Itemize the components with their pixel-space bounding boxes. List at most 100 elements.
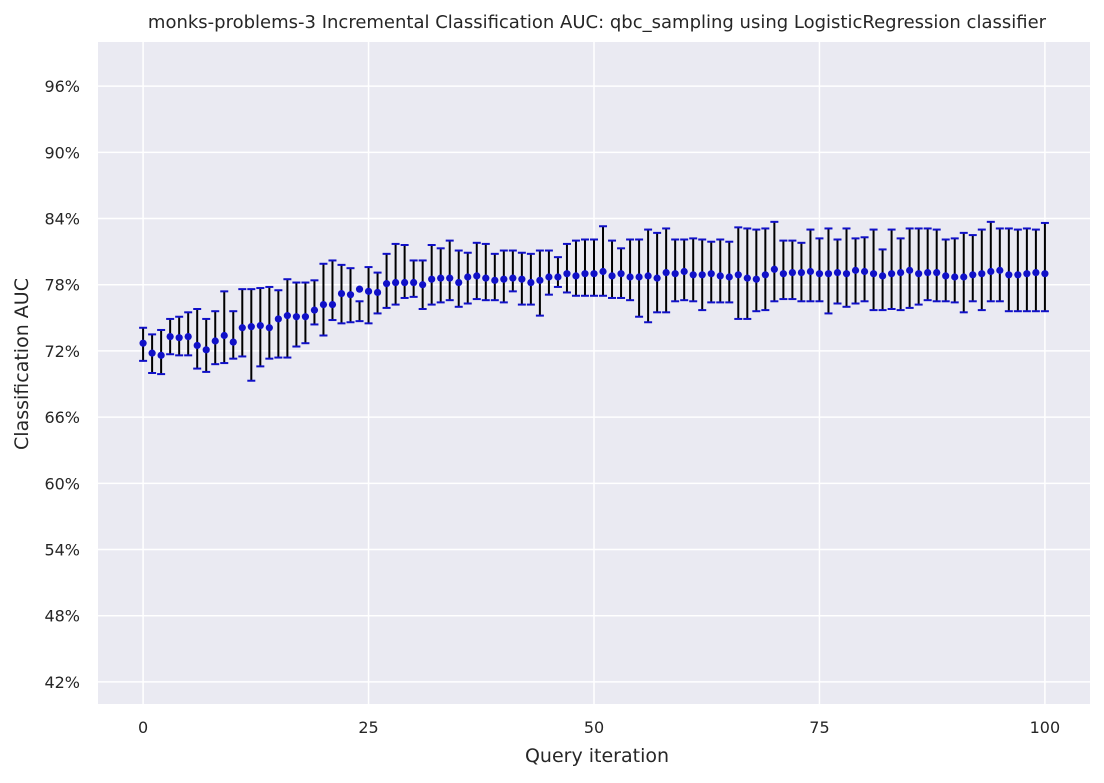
- data-point: [806, 267, 815, 276]
- data-point: [635, 273, 643, 281]
- data-point: [671, 270, 679, 278]
- data-point: [446, 274, 454, 282]
- data-point: [410, 278, 418, 287]
- data-point: [229, 338, 237, 346]
- data-point: [139, 339, 147, 347]
- data-point: [491, 276, 499, 284]
- data-point: [581, 270, 589, 278]
- data-point: [247, 323, 255, 331]
- x-tick-label: 50: [584, 718, 604, 737]
- data-point: [590, 270, 598, 278]
- data-point: [382, 280, 391, 288]
- data-point: [743, 274, 751, 282]
- data-point: [337, 289, 346, 298]
- data-point: [752, 275, 760, 283]
- data-point: [536, 276, 544, 284]
- data-point: [319, 300, 328, 309]
- data-point: [419, 281, 427, 289]
- y-tick-label: 72%: [44, 342, 80, 361]
- data-point: [500, 275, 508, 283]
- data-point: [1032, 268, 1040, 277]
- data-point: [428, 275, 436, 283]
- data-point: [166, 332, 174, 341]
- data-point: [401, 278, 409, 287]
- y-tick-label: 42%: [44, 673, 80, 692]
- data-point: [364, 287, 373, 295]
- data-point: [1023, 270, 1031, 278]
- x-tick-label: 25: [358, 718, 378, 737]
- y-tick-label: 96%: [44, 77, 80, 96]
- chart-title: monks-problems-3 Incremental Classificat…: [148, 12, 1047, 33]
- y-tick-label: 54%: [44, 541, 80, 560]
- data-point: [617, 270, 625, 278]
- data-point: [716, 272, 724, 280]
- data-point: [355, 285, 364, 293]
- data-point: [996, 266, 1004, 274]
- data-point: [283, 312, 291, 320]
- data-point: [220, 331, 228, 340]
- data-point: [987, 267, 995, 276]
- data-point: [265, 324, 273, 332]
- data-point: [274, 315, 282, 323]
- x-tick-label: 0: [138, 718, 148, 737]
- data-point: [888, 270, 896, 278]
- data-point: [969, 271, 977, 279]
- data-point: [906, 266, 914, 274]
- data-point: [770, 265, 778, 273]
- data-point: [473, 272, 481, 280]
- x-axis-label: Query iteration: [525, 745, 669, 767]
- data-point: [734, 271, 742, 279]
- data-point: [897, 268, 905, 277]
- data-point: [1041, 270, 1049, 278]
- data-point: [960, 273, 968, 281]
- data-point: [202, 346, 210, 354]
- data-point: [653, 274, 661, 282]
- data-point: [157, 351, 165, 359]
- data-point: [599, 267, 607, 276]
- x-axis-ticks: 0 25 50 75 100: [138, 718, 1060, 737]
- data-point: [1014, 271, 1022, 279]
- y-tick-label: 90%: [44, 143, 80, 162]
- data-point: [482, 274, 490, 282]
- grid-lines: [98, 42, 1090, 704]
- x-tick-label: 75: [809, 718, 829, 737]
- data-point: [464, 273, 472, 281]
- data-point: [545, 273, 553, 281]
- data-point: [788, 268, 797, 277]
- data-point: [211, 337, 219, 345]
- data-point: [978, 270, 986, 278]
- y-tick-label: 66%: [44, 408, 80, 427]
- data-point: [148, 349, 156, 357]
- data-point: [815, 270, 824, 278]
- data-point: [924, 268, 932, 277]
- data-point: [626, 273, 634, 281]
- data-point: [662, 268, 670, 277]
- data-point: [518, 275, 526, 283]
- data-point: [915, 270, 923, 278]
- data-point: [527, 278, 535, 287]
- data-point: [437, 274, 445, 282]
- data-point: [761, 271, 769, 279]
- y-tick-label: 60%: [44, 474, 80, 493]
- data-point: [509, 274, 517, 282]
- data-point: [842, 270, 851, 278]
- data-point: [175, 334, 183, 342]
- data-point: [193, 341, 201, 350]
- data-point: [310, 306, 319, 314]
- data-point: [824, 270, 833, 278]
- data-point: [572, 272, 580, 280]
- data-point: [184, 332, 192, 341]
- data-point: [878, 272, 887, 280]
- data-point: [554, 273, 562, 281]
- data-point: [292, 313, 300, 321]
- data-point: [680, 267, 688, 276]
- data-point: [346, 291, 355, 299]
- y-axis-label: Classification AUC: [11, 278, 33, 450]
- data-point: [373, 288, 382, 297]
- y-tick-label: 78%: [44, 276, 80, 295]
- data-point: [455, 278, 463, 287]
- data-point: [698, 271, 706, 279]
- data-point: [951, 273, 959, 281]
